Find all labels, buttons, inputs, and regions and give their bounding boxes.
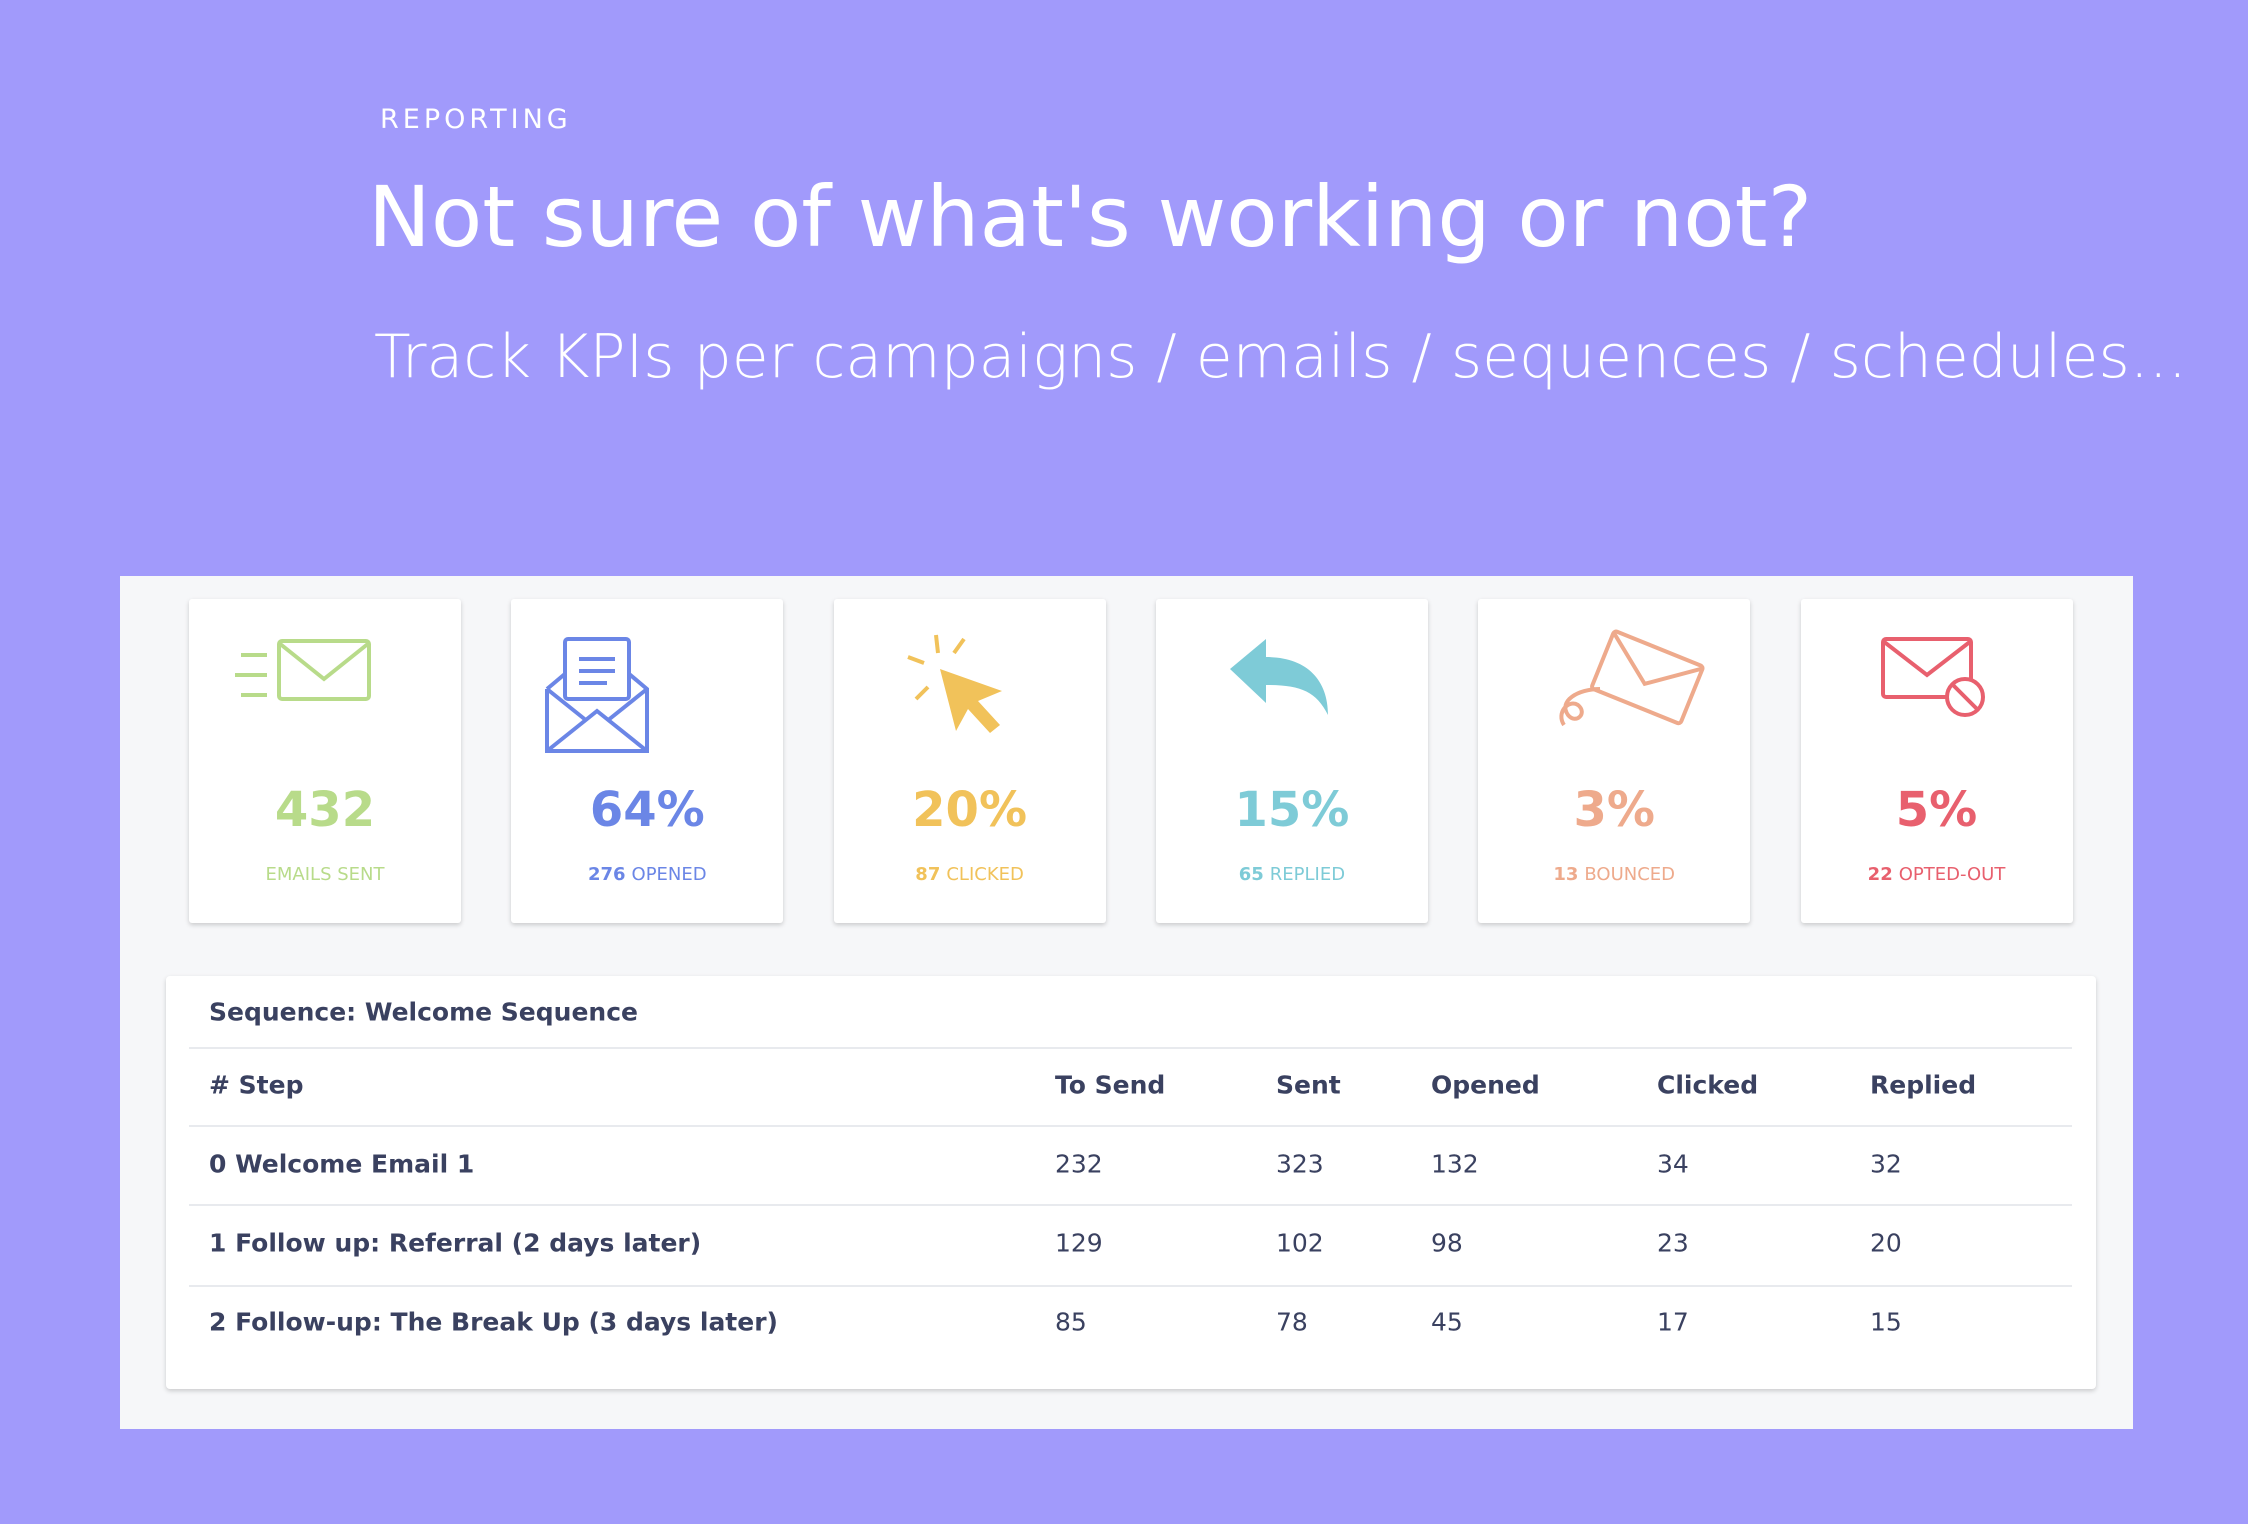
kpi-icon	[1880, 637, 1985, 717]
table-cell: 232	[1055, 1149, 1103, 1179]
kpi-count: 65	[1238, 864, 1264, 885]
column-header: Replied	[1870, 1070, 1977, 1100]
table-cell: 2 Follow-up: The Break Up (3 days later)	[209, 1307, 778, 1337]
table-cell: 20	[1870, 1228, 1902, 1258]
kpi-card: 20% 87 CLICKED	[833, 599, 1106, 923]
kpi-value: 20%	[912, 782, 1028, 838]
table-cell: 15	[1870, 1307, 1902, 1337]
kpi-card: 5% 22 OPTED-OUT	[1800, 599, 2073, 923]
column-header: Sent	[1276, 1070, 1341, 1100]
table-cell: 0 Welcome Email 1	[209, 1149, 475, 1179]
kpi-label: OPTED-OUT	[1898, 864, 2006, 885]
table-cell: 98	[1431, 1228, 1463, 1258]
kpi-card: 432 EMAILS SENT	[189, 599, 461, 923]
table-cell: 1 Follow up: Referral (2 days later)	[209, 1228, 702, 1258]
kpi-icon	[235, 639, 371, 701]
table-cell: 323	[1276, 1149, 1324, 1179]
kpi-label-row: 13 BOUNCED	[1478, 864, 1750, 885]
kpi-label: REPLIED	[1269, 864, 1346, 885]
kpi-label: BOUNCED	[1584, 864, 1676, 885]
table-cell: 23	[1657, 1228, 1689, 1258]
table-cell: 129	[1055, 1228, 1103, 1258]
kpi-label: OPENED	[631, 864, 707, 885]
kpi-value: 15%	[1234, 782, 1350, 838]
kpi-value: 5%	[1895, 782, 1978, 838]
table-cell: 17	[1657, 1307, 1689, 1337]
kpi-count: 87	[915, 864, 941, 885]
subheadline: Track KPIs per campaigns / emails / sequ…	[374, 322, 2187, 392]
table-title: Sequence: Welcome Sequence	[209, 997, 638, 1027]
kpi-value: 64%	[589, 782, 705, 838]
kpi-label-row: EMAILS SENT	[189, 864, 461, 885]
kpi-count: 22	[1867, 864, 1893, 885]
table-cell: 34	[1657, 1149, 1689, 1179]
table-cell: 102	[1276, 1228, 1324, 1258]
row-divider	[189, 1125, 2072, 1127]
kpi-count: 276	[587, 864, 626, 885]
kpi-label-row: 65 REPLIED	[1156, 864, 1428, 885]
table-cell: 132	[1431, 1149, 1479, 1179]
kpi-label-row: 22 OPTED-OUT	[1801, 864, 2073, 885]
kpi-icon	[1559, 629, 1705, 727]
table-cell: 85	[1055, 1307, 1087, 1337]
column-header: Clicked	[1657, 1070, 1759, 1100]
kpi-label: EMAILS SENT	[265, 864, 385, 885]
column-header: Opened	[1431, 1070, 1540, 1100]
kpi-label: CLICKED	[946, 864, 1024, 885]
eyebrow: REPORTING	[380, 104, 572, 135]
headline: Not sure of what's working or not?	[368, 168, 1813, 266]
kpi-count: 13	[1553, 864, 1579, 885]
kpi-value: 3%	[1573, 782, 1655, 838]
kpi-card: 3% 13 BOUNCED	[1478, 599, 1751, 923]
row-divider	[189, 1047, 2072, 1049]
kpi-card: 64% 276 OPENED	[511, 599, 784, 923]
column-header: # Step	[209, 1070, 304, 1100]
kpi-icon	[906, 634, 1002, 733]
table-cell: 78	[1276, 1307, 1308, 1337]
kpi-icon	[1229, 639, 1328, 715]
row-divider	[189, 1285, 2072, 1287]
table-cell: 45	[1431, 1307, 1463, 1337]
kpi-label-row: 87 CLICKED	[834, 864, 1106, 885]
kpi-label-row: 276 OPENED	[511, 864, 783, 885]
table-card: Sequence: Welcome Sequence # Step To Send S…	[166, 976, 2096, 1389]
kpi-card: 15% 65 REPLIED	[1155, 599, 1428, 923]
table-cell: 32	[1870, 1149, 1902, 1179]
column-header: To Send	[1055, 1070, 1166, 1100]
kpi-value: 432	[274, 782, 376, 838]
row-divider	[189, 1204, 2072, 1206]
kpi-icon	[545, 637, 650, 753]
